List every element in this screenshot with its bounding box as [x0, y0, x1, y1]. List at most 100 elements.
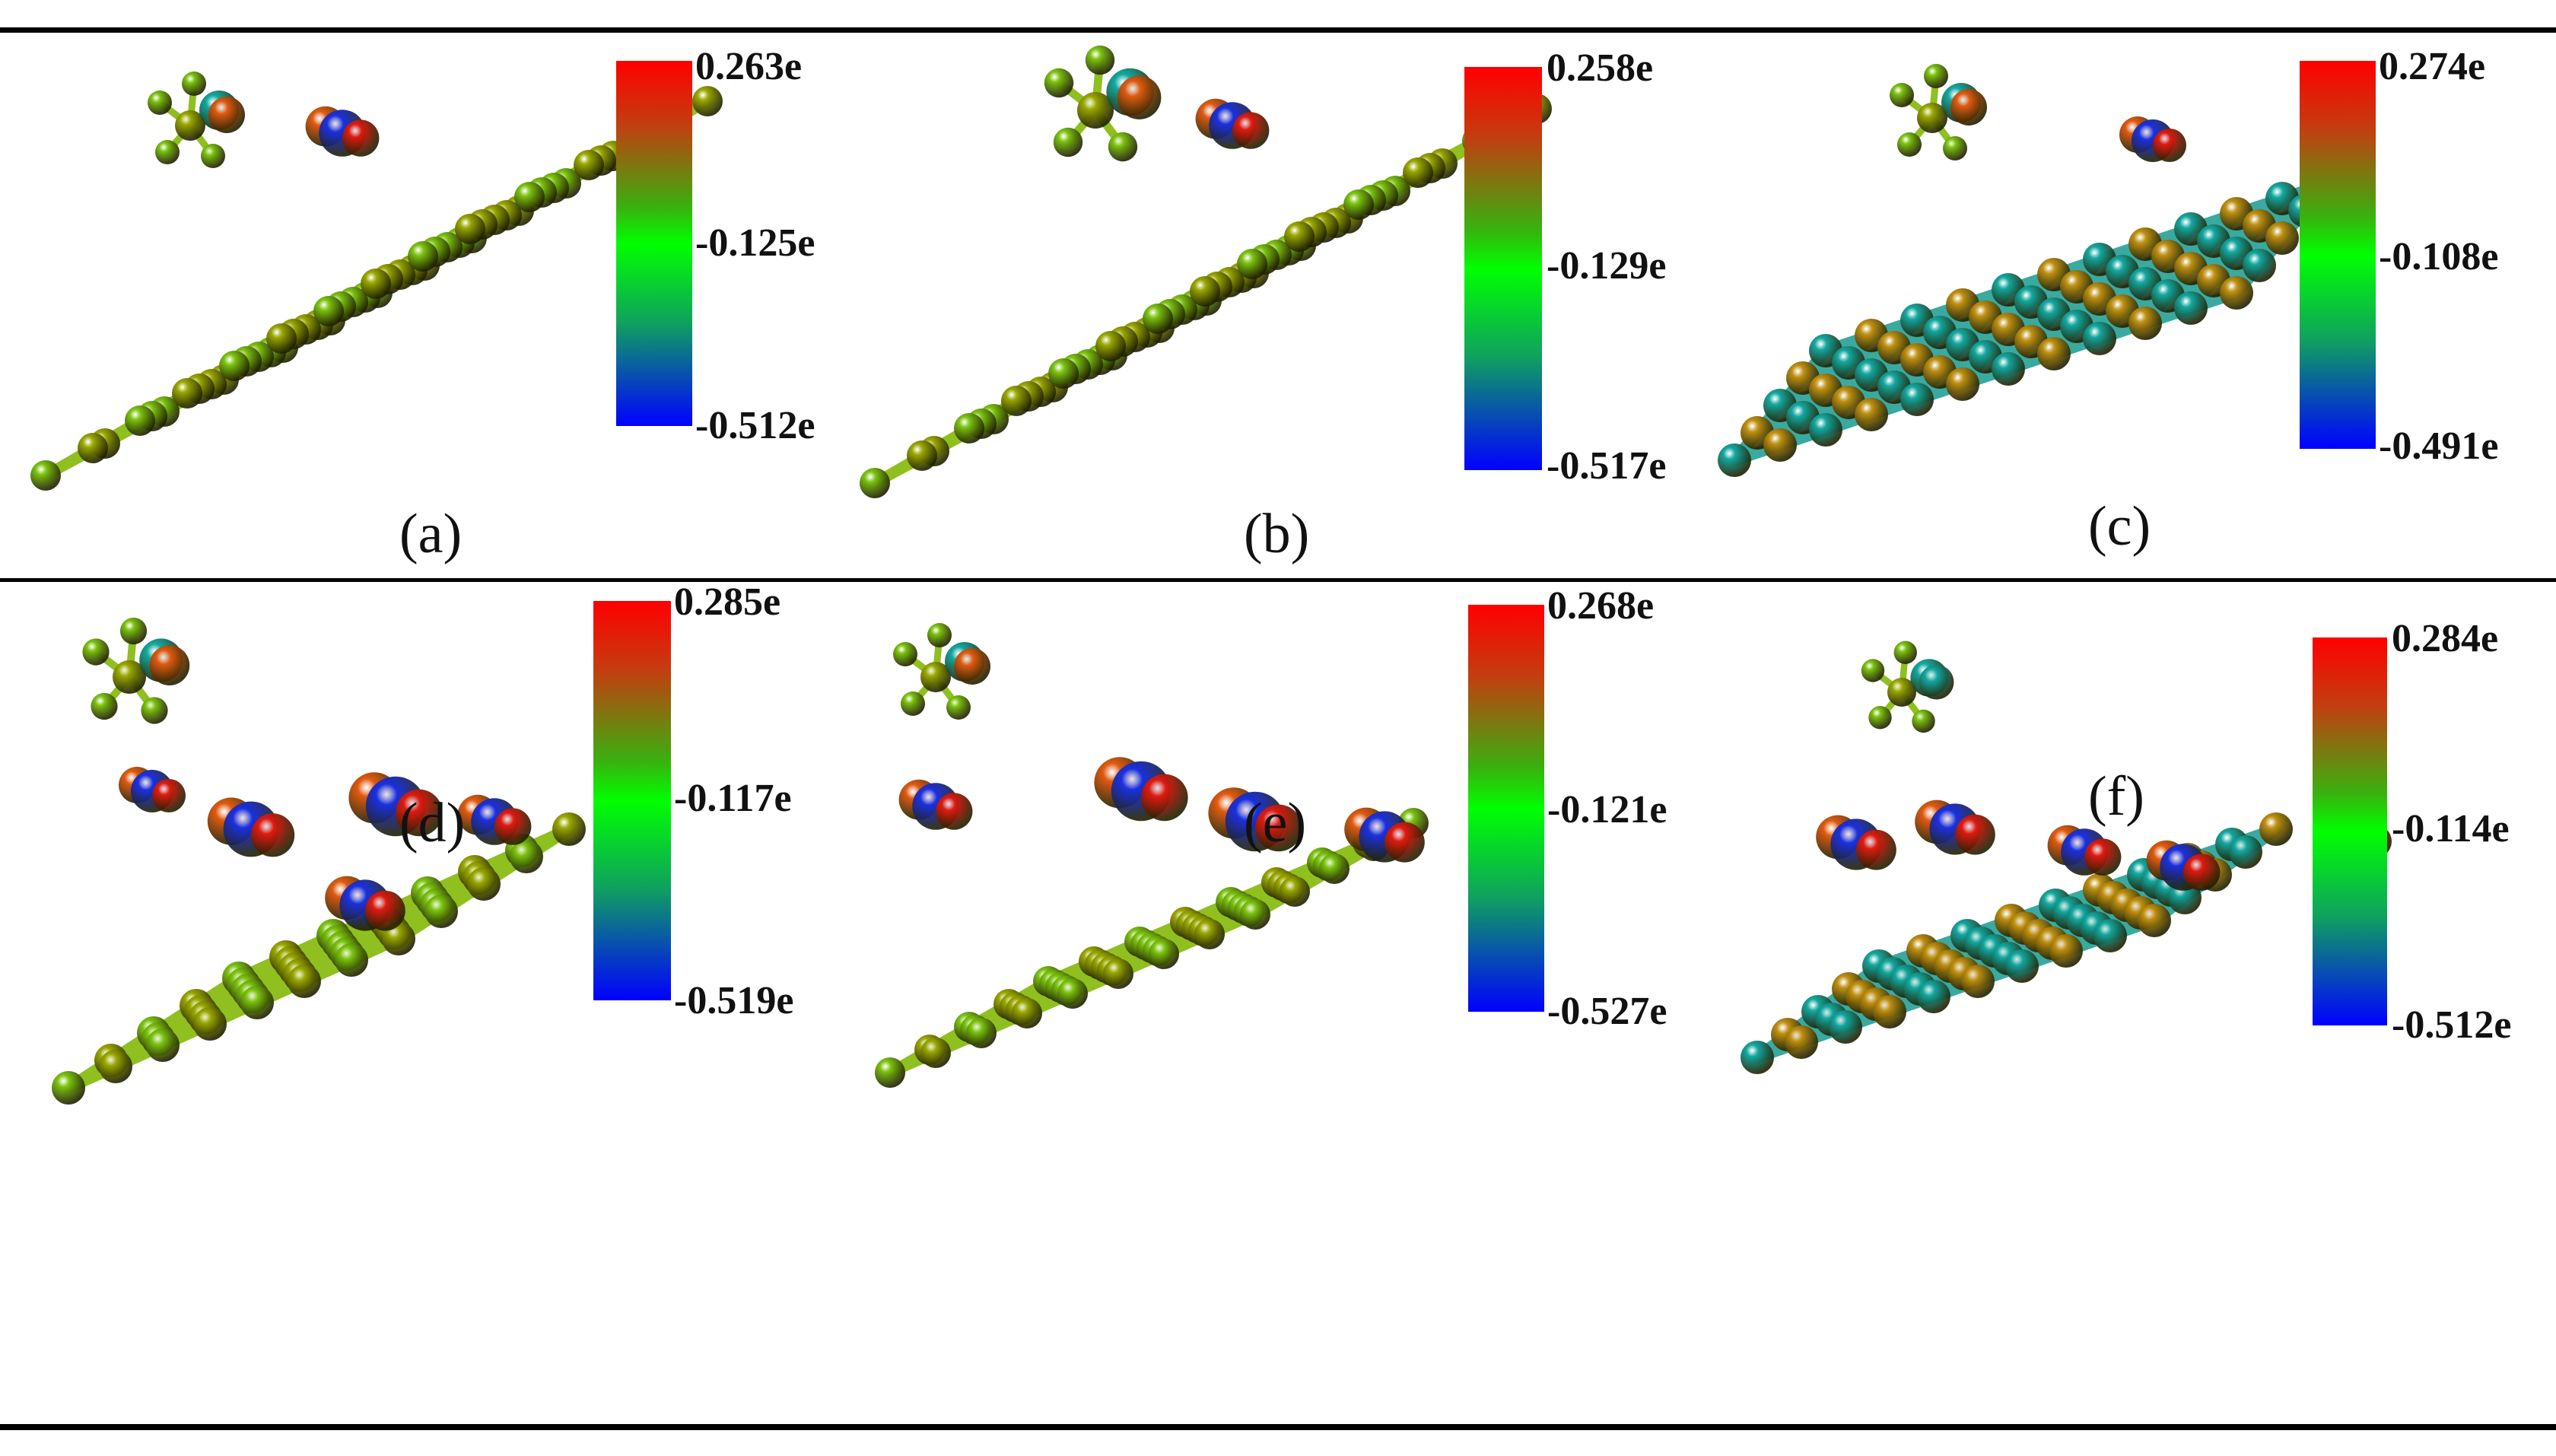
atom [2093, 919, 2127, 952]
atom [382, 922, 415, 955]
atom [1900, 383, 1934, 416]
atom [1280, 876, 1310, 907]
atom [510, 840, 543, 873]
atom [1240, 899, 1270, 930]
atom [1343, 189, 1374, 220]
atom [966, 1018, 997, 1048]
panel-b: 0.258e -0.129e -0.517e (b) [852, 34, 1704, 605]
atom [1809, 413, 1842, 447]
colorbar-max-label: 0.274e [2379, 45, 2486, 88]
panel-d: 0.285e -0.117e -0.519e (d) [0, 580, 852, 1156]
atom [146, 1028, 180, 1062]
atom [219, 351, 250, 381]
atom [2138, 904, 2171, 937]
atom [2220, 276, 2253, 310]
molecular-structure-e [875, 623, 1429, 1088]
atom [1855, 398, 1888, 431]
atom [201, 144, 225, 168]
colorbar-max-label: 0.258e [1547, 46, 1654, 90]
colorbar-mid-label: -0.108e [2379, 235, 2499, 278]
atom [1763, 428, 1797, 462]
atom [907, 440, 937, 471]
atom [408, 241, 438, 272]
atom [927, 623, 952, 647]
panel-label-d: (d) [399, 792, 466, 854]
atom [99, 1050, 132, 1083]
atom [2049, 934, 2083, 968]
colorbar-mid-label: -0.121e [1547, 788, 1667, 831]
atom [920, 662, 951, 692]
atom [82, 638, 110, 666]
atom [1085, 45, 1115, 75]
atom [552, 812, 586, 846]
atom [1861, 659, 1885, 682]
atom [78, 433, 108, 463]
atom [2229, 835, 2262, 869]
molecular-structure-a [30, 72, 723, 491]
atom [208, 97, 245, 133]
atom [1044, 68, 1074, 98]
atom [1868, 706, 1892, 730]
atom [1890, 83, 1914, 107]
atom [1108, 132, 1138, 162]
colorbar-min-label: -0.519e [674, 979, 794, 1022]
atom [313, 296, 344, 326]
atom [1284, 221, 1315, 252]
atom [2128, 307, 2162, 340]
atom [692, 86, 723, 116]
colorbar-gradient [2300, 61, 2376, 449]
atom [1403, 157, 1433, 188]
atom [2083, 322, 2116, 355]
atom [494, 808, 532, 845]
colorbar-max-label: 0.268e [1547, 584, 1655, 628]
colorbar-gradient [1468, 605, 1544, 1012]
atom [91, 692, 118, 720]
atom [1992, 352, 2025, 386]
atom [1190, 276, 1220, 307]
atom [152, 779, 186, 812]
atom [901, 691, 925, 716]
colorbar-gradient [2313, 637, 2387, 1025]
molecular-structure-f [1741, 641, 2392, 1074]
atom [1919, 664, 1954, 700]
atom [936, 793, 973, 830]
atom [2259, 812, 2293, 846]
atom [175, 110, 205, 141]
atom [172, 378, 202, 409]
atom [1095, 331, 1126, 361]
atom [467, 867, 501, 901]
colorbar-gradient [616, 61, 692, 426]
atom [2183, 854, 2221, 891]
atom [251, 813, 295, 857]
atom [1950, 89, 1987, 126]
atom [514, 182, 545, 212]
atom [182, 72, 206, 96]
atom [2037, 337, 2071, 370]
atom [30, 460, 61, 491]
atom [1103, 958, 1133, 989]
atom [113, 660, 146, 694]
panel-label-c: (c) [2088, 495, 2151, 558]
atom [1141, 774, 1188, 822]
atom [125, 405, 155, 436]
middle-rule [0, 578, 2556, 582]
atom [954, 648, 990, 685]
panel-c: 0.274e -0.108e -0.491e (c) [1704, 34, 2556, 605]
atom [424, 895, 458, 928]
atom [2174, 291, 2208, 325]
atom [52, 1071, 85, 1105]
colorbar-min-label: -0.491e [2379, 424, 2499, 468]
panel-f: 0.284e -0.114e -0.512e (f) [1704, 586, 2556, 1156]
atom [893, 642, 917, 666]
atom [365, 890, 405, 931]
atom [1955, 814, 1995, 855]
atom [1053, 127, 1083, 157]
atom [1897, 132, 1922, 157]
atom [288, 965, 321, 998]
atom [574, 150, 604, 180]
atom [1718, 443, 1751, 477]
atom [920, 1038, 951, 1068]
atom [1785, 1025, 1818, 1059]
atom [1319, 854, 1350, 884]
